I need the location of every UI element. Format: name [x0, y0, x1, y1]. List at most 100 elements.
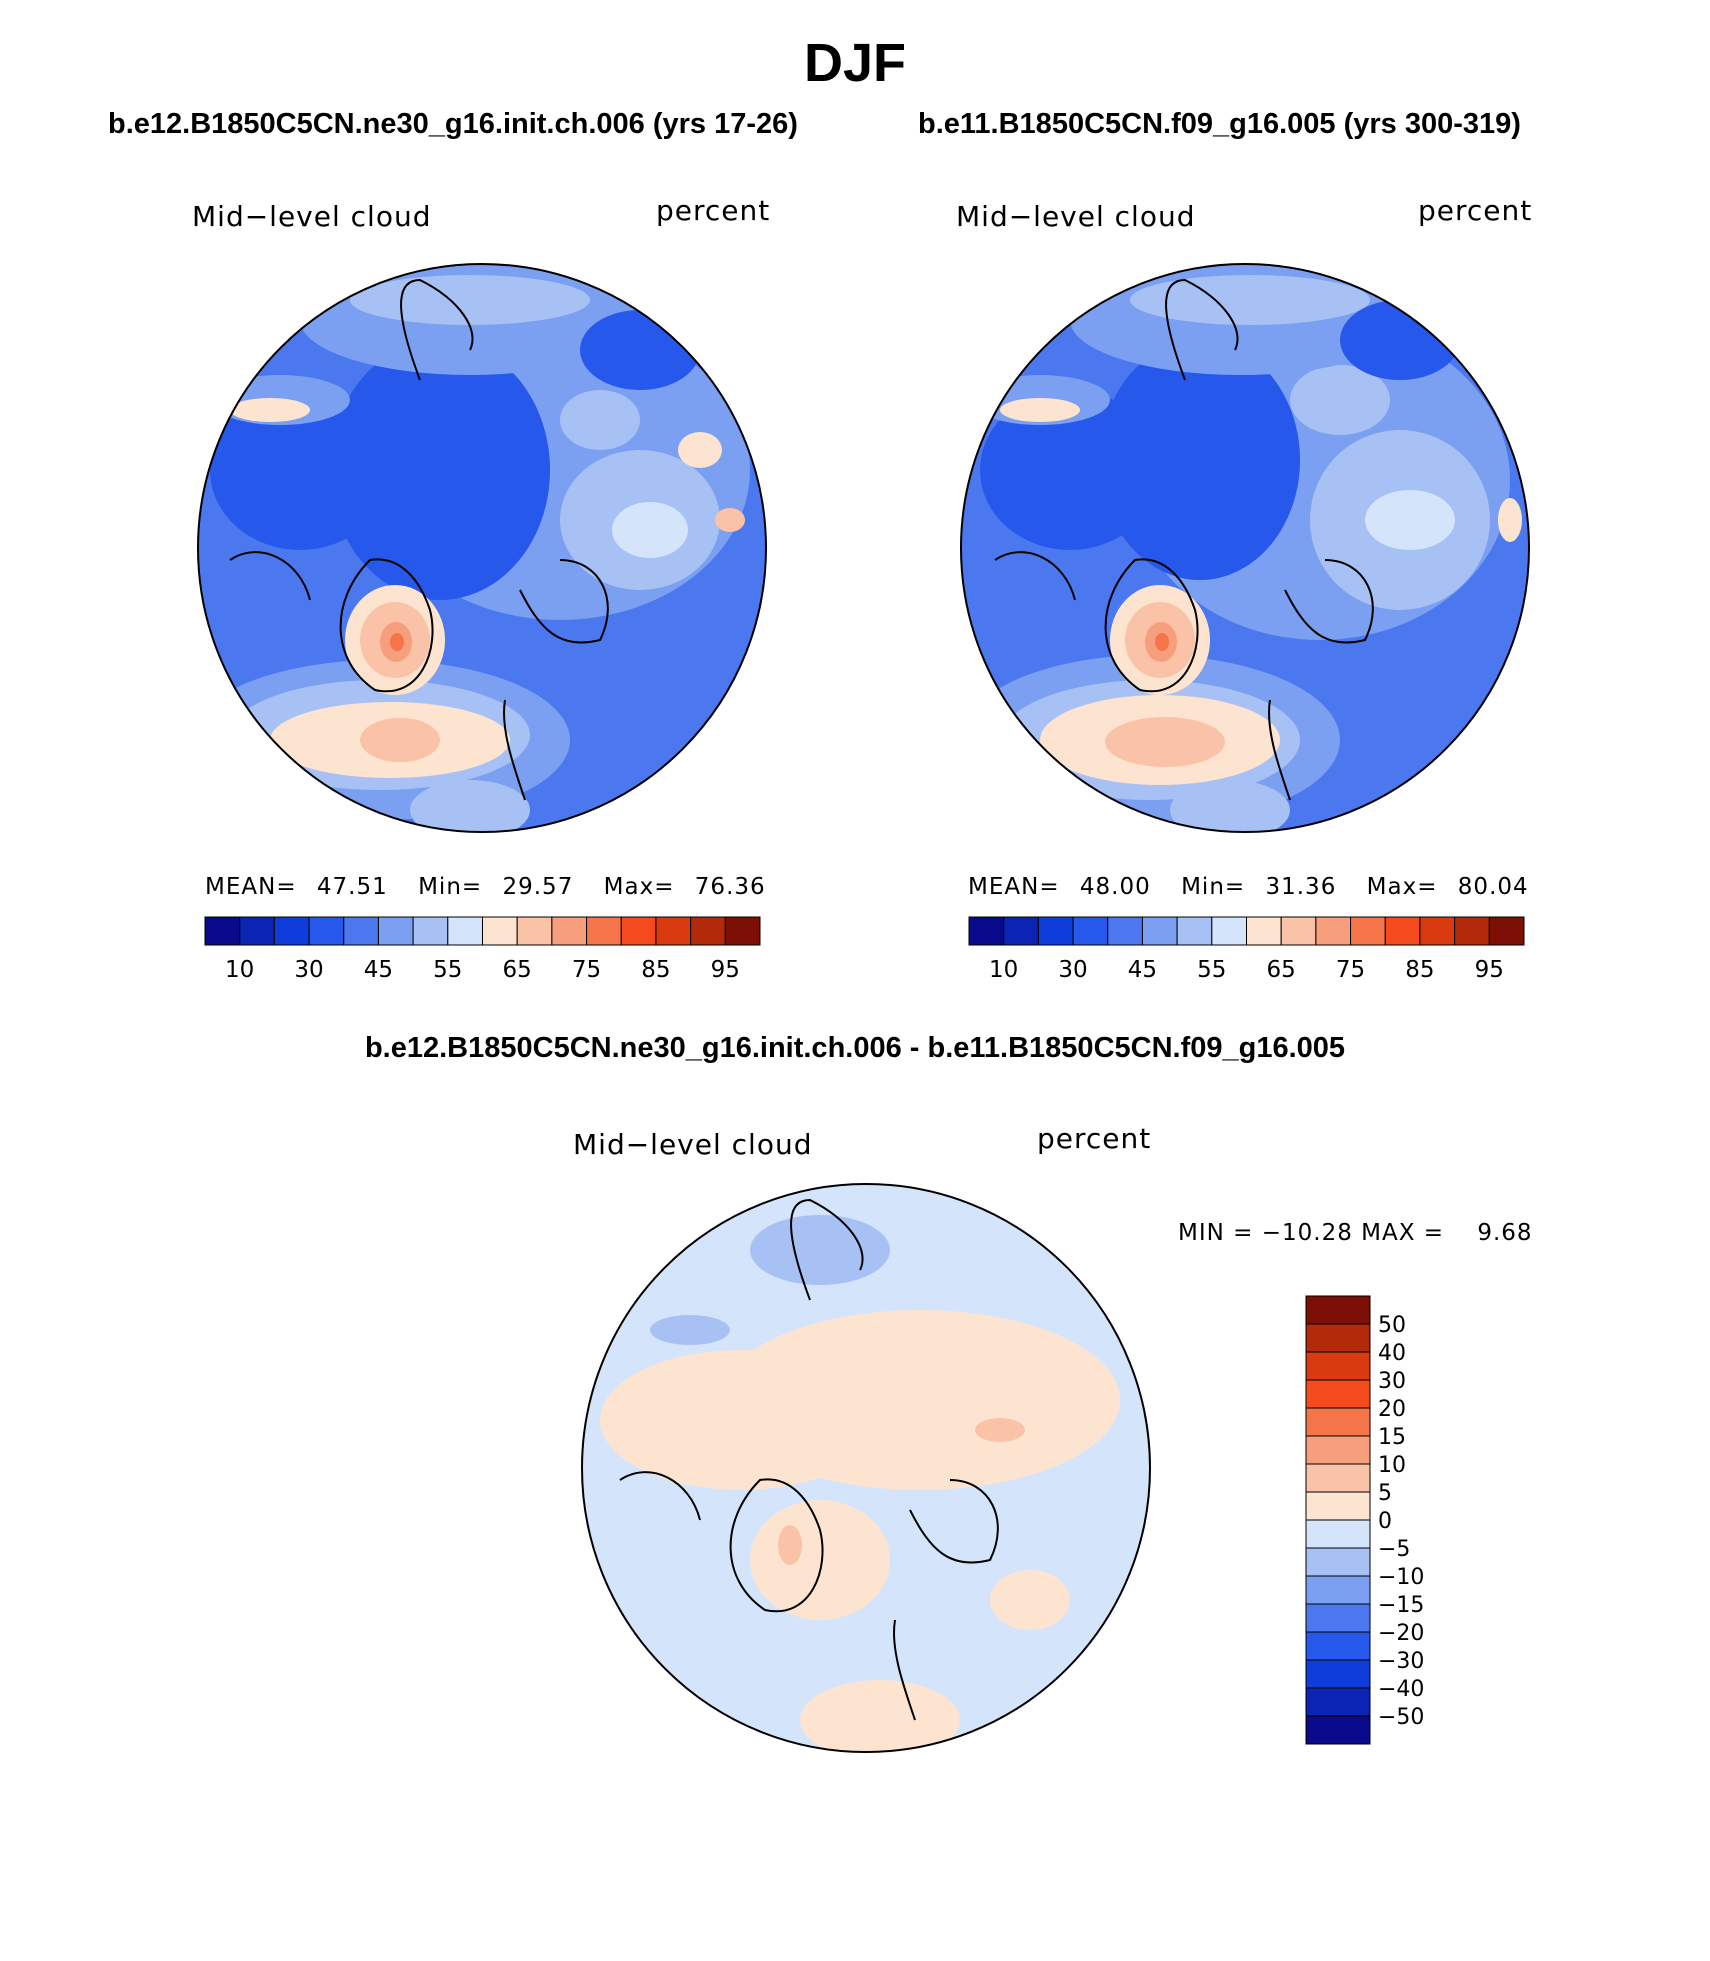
- panel2-colorbar-swatch: [1141, 916, 1178, 946]
- diff-colorbar-swatch: [1305, 1687, 1371, 1717]
- panel1-colorbar-tick-label: 55: [433, 957, 462, 983]
- panel2-map: [960, 263, 1530, 833]
- diff-map: [581, 1183, 1151, 1753]
- diff-colorbar-tick-label: 0: [1378, 1509, 1392, 1534]
- panel2-mean-value: 48.00: [1079, 874, 1151, 900]
- panel1-colorbar-swatch: [586, 916, 622, 946]
- panel1-colorbar-swatch: [239, 916, 275, 946]
- panel2-mean-label: MEAN=: [968, 874, 1060, 900]
- panel2-variable-label: Mid−level cloud: [956, 200, 1196, 233]
- panel2-colorbar-swatch: [1072, 916, 1109, 946]
- panel2-colorbar-swatch: [1350, 916, 1386, 946]
- panel2-case-title: b.e11.B1850C5CN.f09_g16.005 (yrs 300-319…: [918, 108, 1521, 140]
- panel1-min-value: 29.57: [502, 874, 574, 900]
- diff-colorbar-swatch: [1305, 1547, 1371, 1577]
- diff-colorbar-swatch: [1305, 1463, 1371, 1493]
- panel1-colorbar-swatch: [655, 916, 692, 946]
- diff-colorbar-tick-label: 40: [1378, 1341, 1406, 1366]
- panel1-colorbar-swatch: [343, 916, 379, 946]
- panel1-mean-label: MEAN=: [205, 874, 297, 900]
- panel2-colorbar-swatch: [1176, 916, 1213, 946]
- diff-colorbar-tick-label: 5: [1378, 1481, 1392, 1506]
- diff-colorbar-swatch: [1305, 1407, 1371, 1437]
- diff-colorbar-swatch: [1305, 1603, 1371, 1633]
- panel2-units-label: percent: [1418, 194, 1533, 227]
- diff-colorbar-swatch: [1305, 1519, 1371, 1549]
- panel1-colorbar-swatch: [690, 916, 726, 946]
- diff-colorbar-tick-label: −5: [1378, 1537, 1410, 1562]
- panel2-colorbar-swatch: [1280, 916, 1317, 946]
- panel2-colorbar-tick-label: 95: [1475, 957, 1504, 983]
- diff-colorbar-swatch: [1305, 1715, 1371, 1745]
- diff-colorbar-tick-label: 30: [1378, 1369, 1406, 1394]
- panel1-stats: MEAN= 47.51 Min= 29.57 Max= 76.36: [205, 874, 766, 900]
- diff-colorbar-tick-label: 50: [1378, 1313, 1406, 1338]
- panel2-colorbar-tick-label: 45: [1128, 957, 1157, 983]
- panel1-colorbar-swatch: [377, 916, 414, 946]
- panel2-colorbar-swatch: [1315, 916, 1352, 946]
- panel1-colorbar-swatch: [620, 916, 657, 946]
- panel2-colorbar-tick-label: 55: [1197, 957, 1226, 983]
- panel1-colorbar-tick-label: 65: [503, 957, 532, 983]
- diff-colorbar-tick-label: −50: [1378, 1705, 1424, 1730]
- panel1-colorbar-swatch: [724, 916, 761, 946]
- page-title: DJF: [803, 33, 906, 93]
- panel1-max-label: Max=: [603, 874, 675, 900]
- panel2-colorbar-swatch: [1488, 916, 1525, 946]
- panel2-colorbar-swatch: [1037, 916, 1074, 946]
- diff-colorbar-swatch: [1305, 1491, 1371, 1521]
- panel2-min-value: 31.36: [1265, 874, 1337, 900]
- panel1-map: [197, 263, 767, 833]
- diff-variable-label: Mid−level cloud: [573, 1128, 813, 1161]
- diff-colorbar-tick-label: −10: [1378, 1565, 1424, 1590]
- panel2-colorbar-swatch: [1454, 916, 1490, 946]
- panel2-colorbar-tick-label: 30: [1058, 957, 1087, 983]
- panel2-colorbar: 10 30 45 55 65 75 85 95: [968, 916, 1525, 983]
- panel2-colorbar-swatch: [1419, 916, 1456, 946]
- panel2-colorbar-tick-label: 85: [1405, 957, 1434, 983]
- panel1-colorbar-swatch: [412, 916, 449, 946]
- panel2-colorbar-tick-label: 10: [989, 957, 1018, 983]
- diff-colorbar-tick-label: 20: [1378, 1397, 1406, 1422]
- diff-colorbar-swatch: [1305, 1659, 1371, 1689]
- diff-colorbar-tick-label: 10: [1378, 1453, 1406, 1478]
- diff-colorbar-tick-label: −15: [1378, 1593, 1424, 1618]
- panel2-max-value: 80.04: [1457, 874, 1529, 900]
- diff-colorbar-tick-label: −30: [1378, 1649, 1424, 1674]
- panel1-colorbar-swatch: [551, 916, 588, 946]
- panel2-colorbar-swatch: [968, 916, 1005, 946]
- diff-colorbar-swatch: [1305, 1379, 1371, 1409]
- panel1-colorbar-tick-label: 30: [294, 957, 323, 983]
- panel1-min-label: Min=: [418, 874, 483, 900]
- panel2-colorbar-swatch: [1003, 916, 1039, 946]
- panel1-colorbar-tick-label: 10: [225, 957, 254, 983]
- panel1-colorbar-tick-label: 85: [641, 957, 670, 983]
- panel2-max-label: Max=: [1366, 874, 1438, 900]
- diff-colorbar-tick-label: 15: [1378, 1425, 1406, 1450]
- panel2-colorbar-tick-label: 75: [1336, 957, 1365, 983]
- panel2-min-label: Min=: [1181, 874, 1246, 900]
- diff-colorbar-swatch: [1305, 1435, 1371, 1465]
- panel1-mean-value: 47.51: [316, 874, 388, 900]
- panel2-colorbar-swatch: [1246, 916, 1282, 946]
- panel2-colorbar-swatch: [1107, 916, 1143, 946]
- panel2-colorbar-swatch: [1211, 916, 1247, 946]
- panel2-colorbar-swatch: [1384, 916, 1421, 946]
- panel1-max-value: 76.36: [694, 874, 766, 900]
- diff-colorbar-tick-label: −20: [1378, 1621, 1424, 1646]
- diff-colorbar-swatch: [1305, 1575, 1371, 1605]
- panel1-case-title: b.e12.B1850C5CN.ne30_g16.init.ch.006 (yr…: [108, 108, 798, 140]
- diff-panel-title: b.e12.B1850C5CN.ne30_g16.init.ch.006 - b…: [364, 1032, 1346, 1064]
- diff-colorbar-swatch: [1305, 1323, 1371, 1353]
- panel1-colorbar-tick-label: 95: [711, 957, 740, 983]
- panel1-colorbar-swatch: [273, 916, 310, 946]
- panel1-colorbar-swatch: [447, 916, 483, 946]
- panel1-colorbar-tick-label: 45: [364, 957, 393, 983]
- panel2-stats: MEAN= 48.00 Min= 31.36 Max= 80.04: [968, 874, 1529, 900]
- panel2-colorbar-tick-label: 65: [1267, 957, 1296, 983]
- diff-minmax: MIN = −10.28 MAX = 9.68: [1178, 1220, 1533, 1246]
- diff-colorbar-swatch: [1305, 1295, 1371, 1325]
- panel1-variable-label: Mid−level cloud: [192, 200, 432, 233]
